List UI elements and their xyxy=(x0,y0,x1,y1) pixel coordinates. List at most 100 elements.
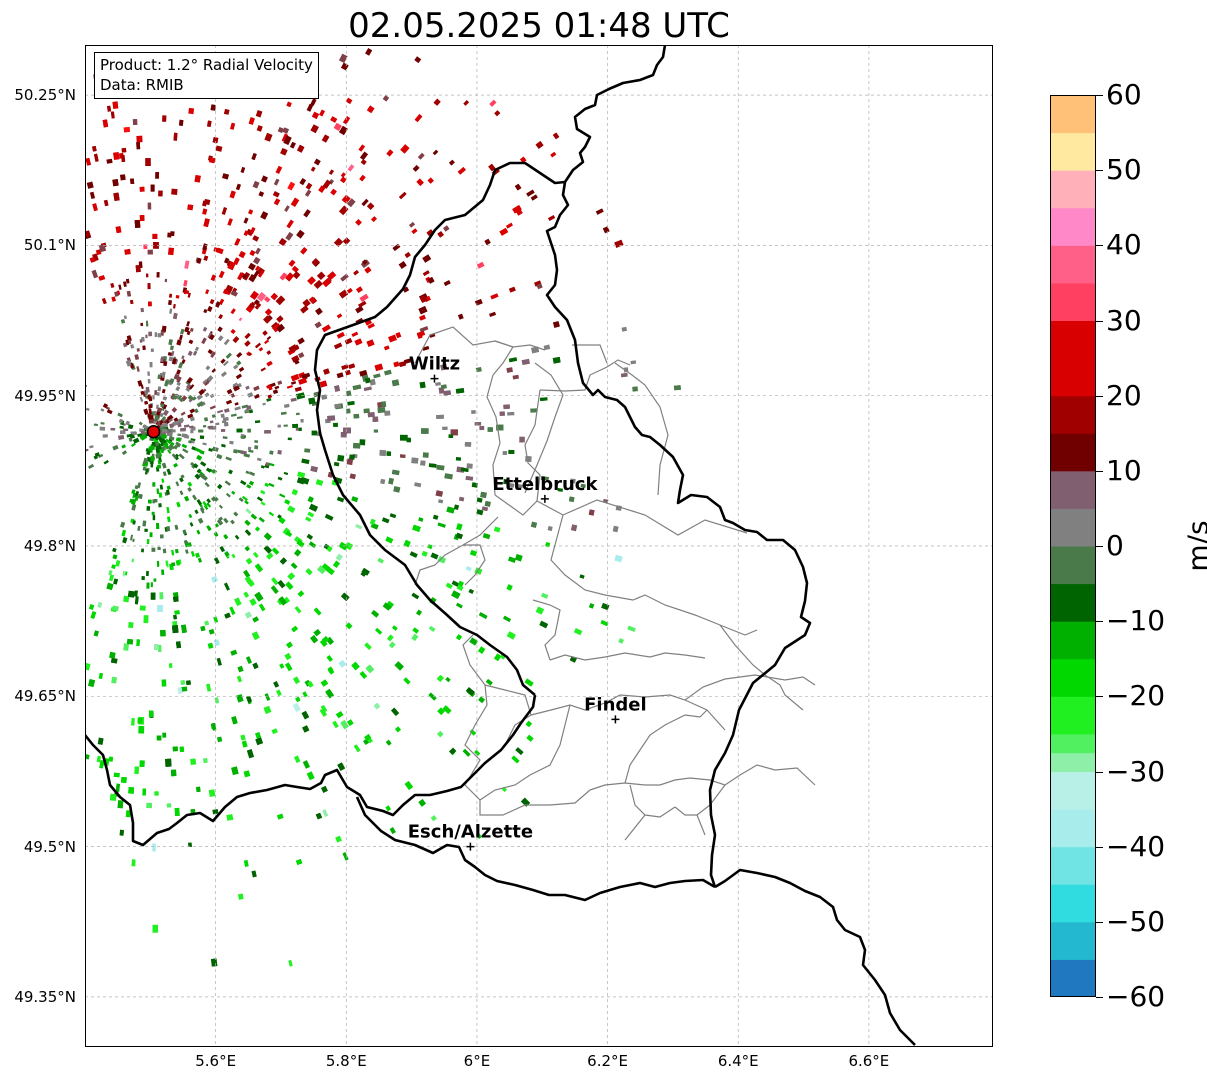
echo-pixel xyxy=(291,625,299,633)
lon-tick-label: 6°E xyxy=(463,1052,491,1070)
echo-pixel xyxy=(201,337,207,345)
echo-pixel xyxy=(211,414,216,418)
echo-pixel xyxy=(178,453,185,460)
echo-pixel xyxy=(408,221,416,228)
echo-pixel xyxy=(285,530,293,537)
echo-pixel xyxy=(88,464,94,469)
echo-pixel xyxy=(614,239,624,248)
echo-pixel xyxy=(192,350,198,356)
echo-pixel xyxy=(112,605,119,611)
echo-pixel xyxy=(322,563,330,571)
echo-pixel xyxy=(276,323,285,333)
echo-pixel xyxy=(230,649,238,656)
echo-pixel xyxy=(316,565,327,575)
echo-pixel xyxy=(117,412,123,418)
echo-pixel xyxy=(332,720,339,729)
echo-pixel xyxy=(142,424,150,431)
lat-tick-label: 49.35°N xyxy=(14,987,76,1006)
echo-pixel xyxy=(256,292,267,302)
echo-pixel xyxy=(490,293,499,300)
echo-pixel xyxy=(535,141,544,149)
echo-pixel xyxy=(160,356,165,363)
echo-pixel xyxy=(174,548,179,554)
echo-pixel xyxy=(162,548,167,554)
colorbar-band xyxy=(1050,452,1096,472)
colorbar-tick-mark xyxy=(1096,621,1103,623)
echo-pixel xyxy=(92,145,97,152)
echo-pixel xyxy=(148,710,154,718)
echo-pixel xyxy=(254,394,260,399)
echo-pixel xyxy=(254,591,264,602)
echo-pixel xyxy=(156,735,162,741)
echo-pixel xyxy=(172,393,178,400)
echo-pixel xyxy=(286,219,294,229)
echo-pixel xyxy=(230,519,235,525)
echo-pixel xyxy=(205,365,211,371)
echo-pixel xyxy=(354,338,363,346)
echo-pixel xyxy=(382,95,390,102)
colorbar-band xyxy=(1050,621,1096,641)
echo-pixel xyxy=(340,172,346,178)
echo-pixel xyxy=(208,789,216,797)
echo-pixel xyxy=(108,756,114,762)
echo-pixel xyxy=(322,179,332,189)
colorbar-band xyxy=(1050,978,1096,997)
colorbar-band xyxy=(1050,639,1096,660)
echo-pixel xyxy=(180,680,186,685)
echo-pixel xyxy=(189,425,194,429)
colorbar-tick-label: −60 xyxy=(1106,980,1166,1013)
echo-pixel xyxy=(285,272,295,282)
echo-pixel xyxy=(332,560,341,568)
echo-pixel xyxy=(171,453,177,459)
echo-pixel xyxy=(189,522,194,527)
echo-pixel xyxy=(469,549,478,557)
echo-pixel xyxy=(196,454,203,461)
echo-pixel xyxy=(359,293,369,302)
echo-pixel xyxy=(263,705,272,714)
echo-pixel xyxy=(300,305,309,314)
echo-pixel xyxy=(103,459,109,465)
echo-pixel xyxy=(256,267,265,276)
echo-pixel xyxy=(290,562,298,570)
echo-pixel xyxy=(440,363,448,371)
echo-pixel xyxy=(393,361,400,368)
echo-pixel xyxy=(144,400,149,405)
echo-pixel xyxy=(172,620,178,627)
echo-pixel xyxy=(347,401,355,406)
echo-pixel xyxy=(266,360,273,367)
echo-pixel xyxy=(168,300,172,305)
echo-pixel xyxy=(300,247,308,255)
colorbar-band xyxy=(1050,921,1096,942)
echo-pixel xyxy=(161,325,167,332)
echo-pixel xyxy=(158,419,164,426)
echo-pixel xyxy=(233,364,239,370)
echo-pixel xyxy=(121,154,126,163)
echo-pixel xyxy=(253,299,260,306)
echo-pixel xyxy=(152,843,156,852)
echo-pixel xyxy=(219,546,225,553)
echo-pixel xyxy=(101,297,107,305)
echo-pixel xyxy=(436,464,445,471)
echo-pixel xyxy=(148,331,153,337)
echo-pixel xyxy=(236,416,243,420)
echo-pixel xyxy=(260,465,265,469)
radar-site-marker xyxy=(146,425,161,439)
echo-pixel xyxy=(157,333,162,338)
echo-pixel xyxy=(220,358,226,364)
echo-pixel xyxy=(411,228,418,235)
echo-pixel xyxy=(154,332,157,337)
city-markers: Wiltz Ettelbruck Findel Esch/Alzette xyxy=(408,354,647,851)
colorbar-band xyxy=(1050,339,1096,359)
echo-pixel xyxy=(258,516,265,523)
echo-pixel xyxy=(286,101,292,108)
echo-pixel xyxy=(180,328,185,335)
echo-pixel xyxy=(159,484,164,490)
echo-pixel xyxy=(149,419,154,424)
echo-pixel xyxy=(249,471,255,476)
echo-pixel xyxy=(588,603,595,609)
echo-pixel xyxy=(377,557,384,564)
echo-pixel xyxy=(160,403,165,408)
echo-pixel xyxy=(221,207,228,215)
echo-pixel xyxy=(271,321,279,330)
echo-pixel xyxy=(147,249,153,255)
